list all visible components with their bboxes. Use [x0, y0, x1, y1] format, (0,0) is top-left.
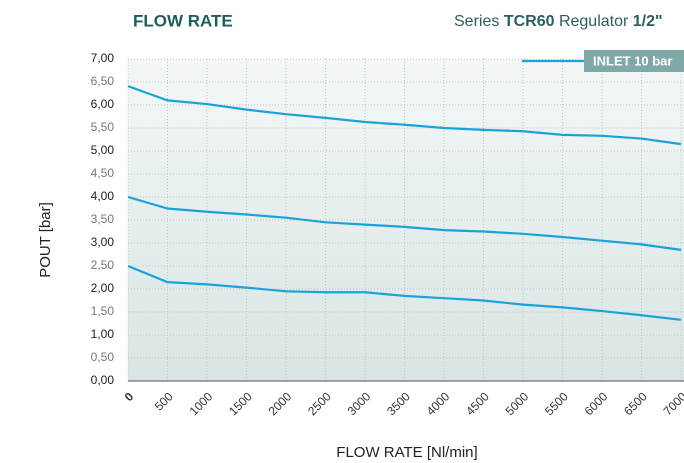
series-line [127, 85, 682, 146]
y-tick-label: 4,50 [91, 166, 115, 180]
y-tick-label: 1,00 [91, 327, 115, 341]
x-tick-label: 5500 [542, 389, 571, 418]
subtitle-part: Series [454, 13, 499, 30]
x-tick-label: 2000 [266, 389, 295, 418]
subtitle-part: Regulator [559, 13, 629, 30]
x-tick-label: 0 [122, 389, 137, 404]
x-tick-label: 3000 [345, 389, 374, 418]
subtitle-part: 1/2" [633, 13, 663, 30]
y-tick-label: 3,00 [91, 235, 115, 249]
subtitle: Series TCR60 Regulator 1/2" [454, 13, 663, 30]
x-tick-label: 2500 [305, 389, 334, 418]
x-tick-label: 3500 [384, 389, 413, 418]
x-tick-label: 6000 [582, 389, 611, 418]
x-tick-label: 6500 [621, 389, 650, 418]
y-tick-label: 7,00 [91, 51, 115, 65]
x-tick-label: 1000 [187, 389, 216, 418]
y-tick-label: 5,50 [91, 120, 115, 134]
x-tick-label: 7000 [661, 389, 684, 418]
x-tick-label: 1500 [226, 389, 255, 418]
chart-title: FLOW RATE [133, 11, 233, 30]
y-tick-label: 1,50 [91, 304, 115, 318]
x-tick-label: 4500 [463, 389, 492, 418]
y-tick-label: 2,50 [91, 258, 115, 272]
y-tick-label: 2,00 [91, 281, 115, 295]
x-tick-label: 500 [152, 389, 176, 413]
y-tick-label: 6,00 [91, 97, 115, 111]
y-tick-label: 0,50 [91, 350, 115, 364]
x-tick-label: 5000 [503, 389, 532, 418]
y-tick-label: 0,00 [91, 373, 115, 387]
plot-area [128, 59, 684, 381]
subtitle-part: TCR60 [504, 13, 555, 30]
legend-label: INLET 10 bar [593, 53, 672, 68]
series-line [127, 264, 682, 321]
x-tick-label: 4000 [424, 389, 453, 418]
y-tick-label: 6,50 [91, 74, 115, 88]
y-tick-label: 4,00 [91, 189, 115, 203]
series-line [127, 195, 682, 251]
y-axis-label: POUT [bar] [37, 202, 54, 278]
y-tick-label: 3,50 [91, 212, 115, 226]
legend-box [584, 50, 684, 72]
x-axis-label: FLOW RATE [Nl/min] [336, 444, 477, 461]
y-tick-label: 5,00 [91, 143, 115, 157]
